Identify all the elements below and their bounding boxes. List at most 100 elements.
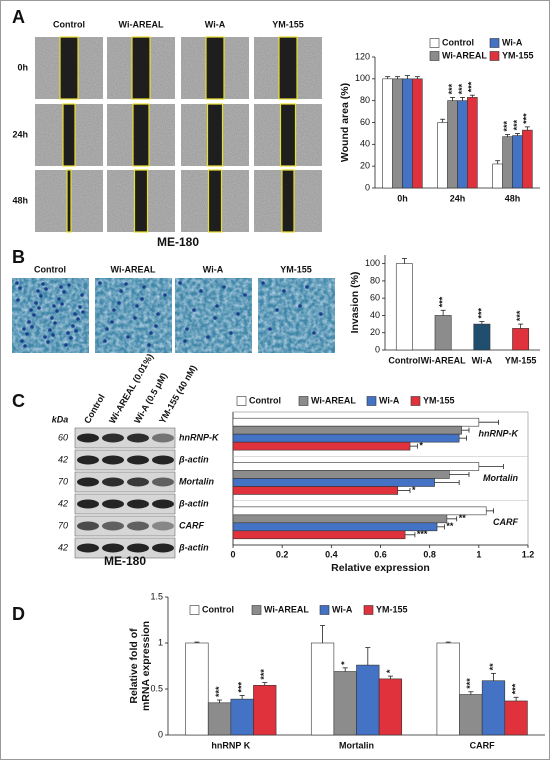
significance: *** xyxy=(476,307,486,318)
blot-strip xyxy=(74,427,176,449)
bar xyxy=(473,323,491,351)
significance: *** xyxy=(467,81,477,92)
legend-label: YM-155 xyxy=(502,50,534,60)
cell xyxy=(142,285,146,289)
cell xyxy=(105,327,109,331)
bar xyxy=(333,671,357,736)
significance: *** xyxy=(515,310,525,321)
blot-marker: 42 xyxy=(58,454,68,464)
blot-band xyxy=(152,543,174,553)
bar xyxy=(232,478,435,487)
significance: ** xyxy=(488,663,498,671)
significance: ** xyxy=(446,521,454,531)
cell xyxy=(112,308,116,312)
panel-label: A xyxy=(12,7,25,27)
cell xyxy=(67,283,71,287)
x-tick-label: 0h xyxy=(397,193,408,203)
invasion-texture xyxy=(175,278,252,353)
blot-marker: 70 xyxy=(58,476,68,486)
bar xyxy=(356,664,380,736)
cell xyxy=(163,293,167,297)
significance: *** xyxy=(447,83,457,94)
bar xyxy=(522,129,533,189)
bar xyxy=(447,100,458,189)
panel-label: C xyxy=(12,391,25,411)
bar xyxy=(232,433,460,443)
cell xyxy=(319,312,323,316)
cell xyxy=(15,281,19,285)
bar xyxy=(232,530,406,540)
y-tick-label: 40 xyxy=(370,310,380,320)
blot-marker: 42 xyxy=(58,542,68,552)
cell xyxy=(215,304,219,308)
blot-band xyxy=(77,499,99,509)
column-label: Control xyxy=(53,19,85,29)
y-tick-label: 0.5 xyxy=(150,683,163,693)
category-label: CARF xyxy=(493,517,518,527)
cell xyxy=(29,308,33,312)
cell xyxy=(133,316,137,320)
blot-band xyxy=(127,543,149,553)
cell xyxy=(156,312,160,316)
bar xyxy=(232,417,480,427)
wound-gap xyxy=(207,169,223,233)
x-tick-label: CARF xyxy=(470,740,495,750)
cell xyxy=(30,325,34,329)
wound-gap xyxy=(66,169,72,233)
blot-band xyxy=(152,455,174,465)
cell xyxy=(222,285,226,289)
y-tick-label: 100 xyxy=(365,258,380,268)
blot-band xyxy=(127,477,149,487)
wound-gap xyxy=(133,169,149,233)
legend-label: Control xyxy=(442,37,474,47)
cell xyxy=(62,290,66,294)
y-axis-label: Relative fold of xyxy=(128,628,140,704)
legend-label: Wi-A xyxy=(502,37,523,47)
y-tick-label: 20 xyxy=(360,161,370,171)
cell xyxy=(66,331,70,335)
y-tick-label: 100 xyxy=(355,73,370,83)
bar xyxy=(459,694,483,736)
bar xyxy=(481,680,506,736)
y-tick-label: 60 xyxy=(360,117,370,127)
cell xyxy=(41,282,45,286)
blot-band xyxy=(77,455,99,465)
caption: ME-180 xyxy=(104,554,146,568)
legend-label: Wi-AREAL xyxy=(442,50,487,60)
wound-gap xyxy=(131,36,151,100)
significance: * xyxy=(340,661,350,665)
bar xyxy=(412,78,423,189)
x-tick-label: Wi-A xyxy=(472,355,493,365)
bar xyxy=(467,97,478,189)
blot-strip xyxy=(74,493,176,515)
wound-gap xyxy=(278,36,298,100)
caption: ME-180 xyxy=(157,235,199,249)
cell xyxy=(39,294,43,298)
cell xyxy=(22,327,26,331)
wound-gap xyxy=(206,103,224,167)
y-tick-label: 120 xyxy=(355,51,370,61)
cell xyxy=(149,331,153,335)
bar xyxy=(232,470,450,479)
bar xyxy=(512,328,530,351)
x-tick-label: 0.8 xyxy=(423,549,436,559)
cell xyxy=(282,289,286,293)
legend-label: Wi-A xyxy=(379,395,400,405)
blot-unit: kDa xyxy=(52,414,69,424)
legend-swatch xyxy=(489,38,500,48)
y-tick-label: 40 xyxy=(360,139,370,149)
invasion-texture xyxy=(12,278,89,353)
blot-band xyxy=(152,477,174,487)
bar xyxy=(437,122,448,189)
blot-band-label: β-actin xyxy=(178,542,209,552)
x-tick-label: 0 xyxy=(230,549,235,559)
cell xyxy=(236,312,240,316)
bar xyxy=(382,78,393,189)
cell xyxy=(135,304,139,308)
blot-band-label: hnRNP-K xyxy=(179,432,220,442)
bar xyxy=(457,100,468,189)
legend-swatch xyxy=(429,38,440,48)
significance: *** xyxy=(438,296,448,307)
bar xyxy=(504,700,528,736)
blot-band xyxy=(127,455,149,465)
